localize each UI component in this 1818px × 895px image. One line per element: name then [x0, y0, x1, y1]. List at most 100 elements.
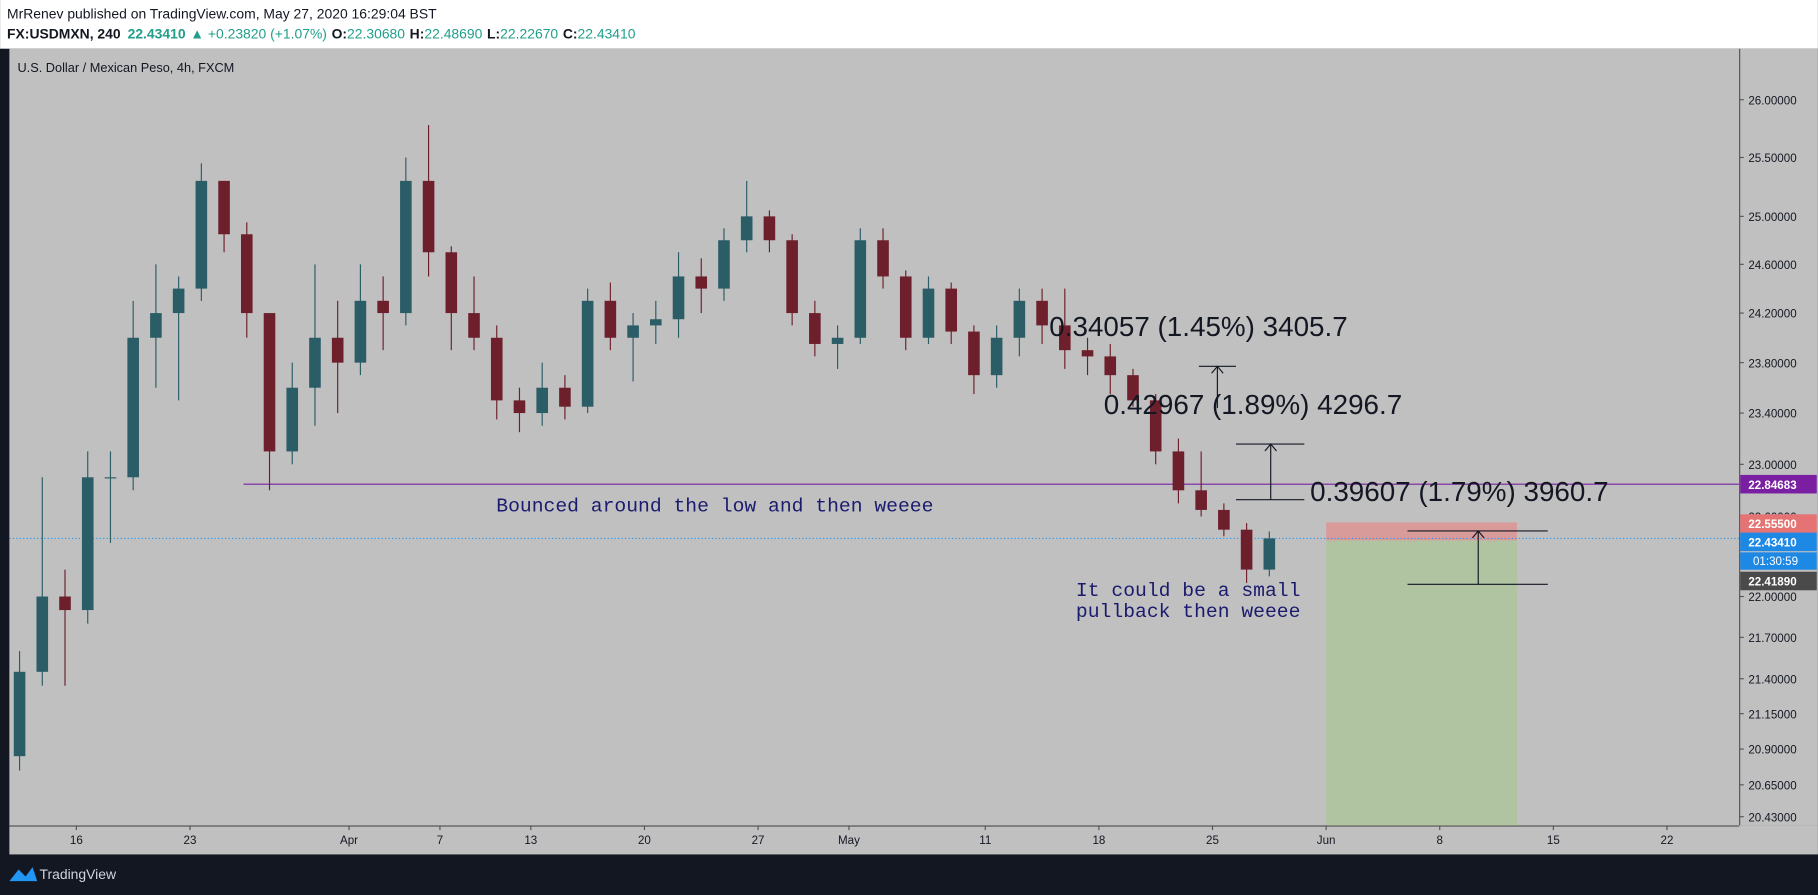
candle-body: [1263, 538, 1276, 570]
ohlc-value: 22.48690: [424, 25, 482, 41]
candle-body: [1172, 451, 1185, 491]
y-tick-label: 23.00000: [1748, 460, 1796, 472]
price-axis-bg: [1739, 48, 1818, 826]
y-tick-label: 22.00000: [1748, 592, 1796, 604]
candle-body: [286, 387, 299, 452]
candle-body: [1240, 529, 1253, 570]
ohlc-value: 22.30680: [347, 25, 405, 41]
price-tag-label: 22.55500: [1748, 519, 1796, 531]
x-tick-label: 13: [524, 835, 537, 847]
candle-body: [150, 313, 162, 338]
chart-title: U.S. Dollar / Mexican Peso, 4h, FXCM: [17, 60, 234, 75]
candle-body: [854, 240, 867, 338]
author-line: MrRenev published on TradingView.com, Ma…: [7, 6, 437, 22]
candle-body: [1195, 490, 1207, 510]
y-tick-label: 25.50000: [1748, 153, 1796, 165]
y-tick-label: 20.65000: [1748, 780, 1796, 792]
candle-body: [1218, 509, 1230, 530]
price-tag-label: 22.43410: [1748, 538, 1796, 550]
candle-body: [218, 180, 230, 235]
countdown: 01:30:59: [1753, 556, 1798, 568]
candle-body: [672, 276, 685, 320]
candle-body: [1127, 375, 1139, 401]
candle-body: [559, 387, 571, 407]
candle-body: [354, 300, 367, 363]
x-tick-label: 25: [1206, 835, 1219, 847]
candle-body: [809, 313, 821, 344]
price-tag: [1740, 571, 1817, 591]
candle-body: [240, 234, 253, 314]
x-tick-label: Jun: [1317, 835, 1336, 847]
x-tick-label: 16: [70, 835, 83, 847]
ohlc-value: 22.22670: [500, 25, 558, 41]
candle-body: [604, 300, 617, 338]
y-tick-label: 20.43000: [1748, 812, 1796, 824]
candle-body: [1059, 325, 1071, 351]
ohlc-key: O:: [332, 25, 347, 41]
x-tick-label: 11: [979, 835, 991, 847]
candle-body: [13, 671, 26, 757]
note: It could be a small: [1076, 580, 1300, 602]
candle-body: [877, 240, 889, 277]
x-tick-label: Apr: [340, 835, 358, 847]
header-bg: [0, 0, 1818, 49]
candle-body: [922, 288, 935, 338]
price-tag: [1740, 474, 1817, 494]
price-tag: [1740, 532, 1817, 552]
price-axis: 26.00000 25.50000 25.00000 24.60000 24.20000…: [1739, 95, 1817, 824]
note: pullback then weeee: [1076, 601, 1300, 623]
candle-body: [127, 337, 139, 478]
measure-label: 0.42967 (1.89%) 4296.7: [1104, 389, 1402, 420]
candle-body: [786, 240, 798, 314]
time-axis-bg: [9, 825, 1818, 855]
y-tick-label: 23.80000: [1748, 358, 1796, 370]
candle-body: [650, 319, 662, 326]
price-tag-label: 22.84683: [1748, 480, 1797, 492]
note: Bounced around the low and then weeee: [496, 495, 933, 517]
y-tick-label: 24.20000: [1748, 309, 1796, 321]
candle-body: [1013, 300, 1026, 338]
target-zone: [1326, 540, 1517, 826]
candle-body: [422, 180, 435, 253]
candle-body: [59, 596, 71, 611]
candle-body: [831, 337, 844, 344]
candle-body: [990, 337, 1003, 376]
candle-body: [331, 337, 344, 363]
y-tick-label: 21.15000: [1748, 709, 1796, 721]
x-tick-label: 22: [1661, 835, 1674, 847]
ohlc-key: H:: [410, 25, 425, 41]
y-tick-label: 24.60000: [1748, 260, 1796, 272]
y-tick-label: 25.00000: [1748, 212, 1796, 224]
candle-body: [400, 180, 412, 314]
candle-body: [513, 400, 526, 414]
brand: TradingView: [9, 866, 117, 882]
candle-body: [195, 180, 208, 289]
price-tag-label: 22.41890: [1748, 577, 1796, 589]
x-tick-label: 23: [184, 835, 197, 847]
x-tick-label: 27: [752, 835, 765, 847]
ohlc-value: 22.43410: [578, 25, 636, 41]
symbol-line: FX:USDMXN, 240 22.43410 ▲ +0.23820 (+1.07%…: [7, 25, 636, 41]
candle-body: [968, 331, 980, 376]
ohlc-key: C:: [563, 25, 578, 41]
candle-body: [263, 313, 276, 452]
y-tick-label: 26.00000: [1748, 95, 1796, 107]
y-tick-label: 23.40000: [1748, 409, 1796, 421]
price-tag: [1740, 514, 1817, 533]
x-tick-label: 18: [1092, 835, 1105, 847]
candle-body: [468, 313, 480, 338]
candle-body: [945, 288, 957, 332]
candle-body: [377, 300, 389, 314]
measure-label: 0.34057 (1.45%) 3405.7: [1049, 311, 1347, 342]
x-tick-label: 7: [437, 835, 443, 847]
candle-body: [445, 252, 458, 314]
candle-body: [104, 477, 117, 479]
last-price: 22.43410: [128, 25, 186, 41]
candle-body: [1081, 350, 1094, 357]
x-tick-label: 15: [1547, 835, 1560, 847]
x-tick-label: 8: [1437, 835, 1443, 847]
change: ▲ +0.23820 (+1.07%): [190, 25, 327, 41]
x-tick-label: 20: [638, 835, 651, 847]
